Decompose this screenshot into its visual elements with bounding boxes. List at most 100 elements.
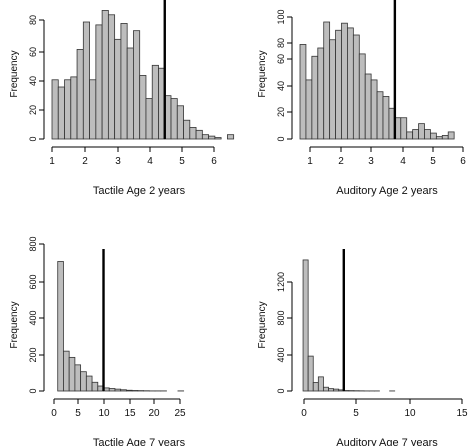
x-tick-label: 25: [174, 408, 186, 419]
histogram-bar: [131, 390, 139, 392]
x-tick-label: 4: [147, 156, 153, 167]
histogram-bar: [406, 131, 414, 140]
x-tick-label: 15: [456, 408, 468, 419]
histogram-bar: [333, 388, 340, 392]
x-tick-label: 2: [82, 156, 88, 167]
histogram-bar: [341, 22, 348, 140]
y-tick-label: 400: [28, 310, 38, 325]
x-tick-label: 0: [301, 408, 307, 419]
histogram-bar: [323, 386, 329, 392]
histogram-bar: [82, 21, 90, 140]
y-tick-label: 20: [28, 105, 38, 115]
histogram-bar: [91, 381, 99, 392]
x-tick-label: 2: [338, 156, 344, 167]
histogram-bar: [208, 135, 216, 140]
x-tick-label: 1: [49, 156, 55, 167]
histogram-bar: [430, 132, 437, 140]
y-tick-label: 40: [276, 81, 286, 91]
x-axis-label: Auditory Age 2 years: [336, 185, 438, 197]
histogram-bar: [328, 388, 335, 392]
x-tick-label: 5: [430, 156, 436, 167]
x-tick-label: 5: [75, 408, 81, 419]
histogram-bar: [51, 79, 59, 140]
histogram-bar: [424, 129, 431, 140]
x-tick-label: 10: [98, 408, 110, 419]
y-tick-label: 800: [28, 236, 38, 251]
y-axis-label: Frequency: [257, 301, 268, 348]
y-tick-label: 40: [28, 76, 38, 86]
histogram-bar: [317, 376, 324, 392]
y-tick-label: 80: [28, 15, 38, 25]
histogram-bar: [302, 259, 309, 392]
histogram-bar: [57, 86, 65, 140]
histogram-bar: [335, 29, 342, 140]
y-tick-label: 0: [28, 136, 38, 141]
histogram-bar: [305, 79, 313, 140]
histogram-bar: [68, 356, 76, 392]
x-axis-label: Tactile Age 7 years: [93, 437, 186, 446]
x-axis-label: Auditory Age 7 years: [336, 437, 438, 446]
histogram-bar: [64, 79, 72, 140]
histogram-bar: [74, 364, 82, 392]
histogram-bar: [107, 14, 116, 140]
x-tick-label: 20: [148, 408, 160, 419]
histogram-bar: [311, 55, 319, 140]
y-tick-label: 1200: [276, 272, 286, 292]
y-tick-label: 60: [276, 54, 286, 64]
y-tick-label: 0: [276, 136, 286, 141]
histogram-bar: [307, 355, 314, 392]
bars: [51, 10, 235, 140]
histogram-bar: [412, 129, 419, 140]
x-tick-label: 6: [211, 156, 217, 167]
histogram-bar: [139, 75, 147, 140]
histogram-bar: [189, 127, 197, 140]
x-tick-label: 3: [115, 156, 121, 167]
histogram-bar: [170, 98, 178, 140]
histogram-bar: [441, 135, 449, 140]
histogram-bar: [85, 375, 93, 392]
histogram-bar: [418, 123, 425, 140]
histogram-bar: [70, 76, 78, 140]
histogram-bar: [329, 39, 336, 140]
histogram-bar: [108, 388, 116, 392]
histogram-bar: [447, 131, 455, 140]
x-tick-label: 4: [400, 156, 406, 167]
y-tick-label: 0: [28, 388, 38, 393]
histogram-bar: [323, 21, 331, 140]
histogram-bar: [317, 47, 325, 140]
bars: [57, 261, 185, 392]
histogram-bar: [145, 98, 153, 140]
bars: [299, 21, 455, 140]
x-tick-label: 1: [307, 156, 313, 167]
x-axis-label: Tactile Age 2 years: [93, 185, 186, 197]
histogram-bar: [126, 389, 133, 392]
histogram-bar: [151, 64, 159, 140]
x-tick-label: 0: [51, 408, 57, 419]
histogram-bar: [435, 136, 443, 140]
x-tick-label: 10: [404, 408, 416, 419]
y-tick-label: 800: [276, 310, 286, 325]
x-tick-label: 5: [179, 156, 185, 167]
y-tick-label: 0: [276, 388, 286, 393]
histogram-bar: [120, 389, 127, 392]
histogram-bar: [57, 261, 64, 392]
histogram-bar: [63, 350, 70, 392]
x-tick-label: 15: [124, 408, 136, 419]
y-tick-label: 600: [28, 274, 38, 289]
y-tick-label: 20: [276, 107, 286, 117]
histogram-bar: [370, 79, 378, 140]
bars: [302, 259, 396, 392]
histogram-bar: [176, 105, 184, 140]
y-tick-label: 80: [276, 38, 286, 48]
histogram-bar: [183, 119, 191, 140]
histogram-bar: [120, 23, 128, 140]
histogram-bar: [214, 137, 222, 140]
y-axis-label: Frequency: [257, 50, 268, 97]
histogram-panel-4: 0 5 10 15 0 400 800 1200 Auditory Age 7 years Fre…: [257, 249, 468, 446]
y-axis-label: Frequency: [9, 301, 20, 348]
histogram-bar: [76, 49, 84, 140]
histogram-bar: [95, 24, 103, 140]
